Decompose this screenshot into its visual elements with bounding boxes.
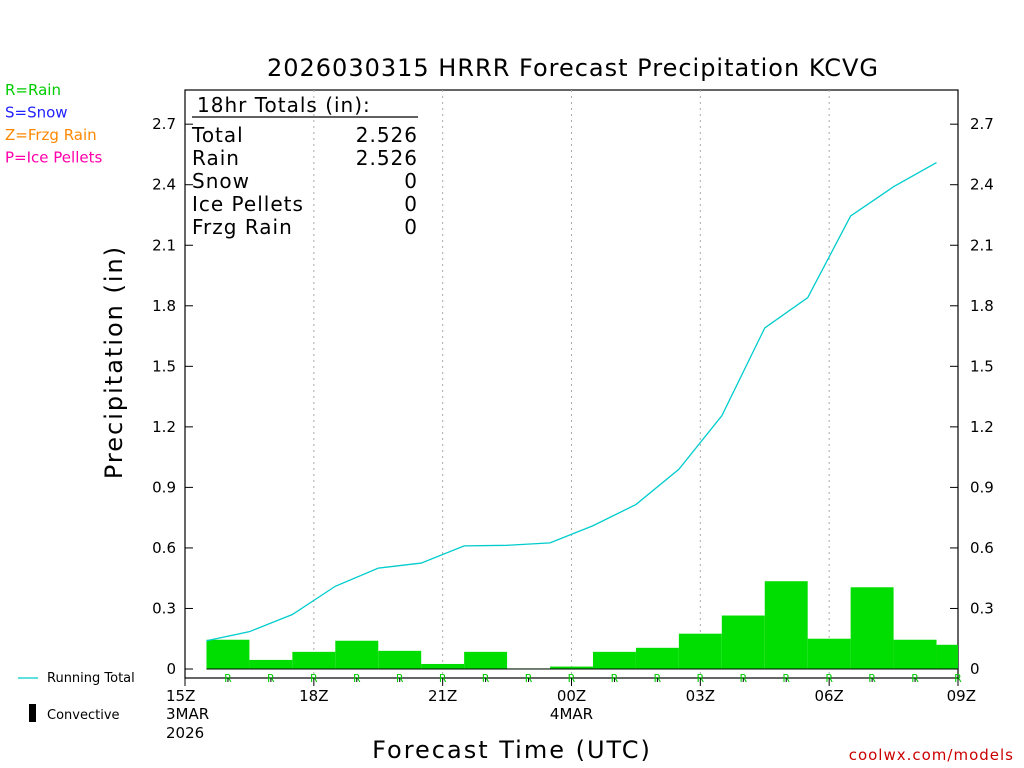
precip-bar [850, 587, 894, 669]
precip-bar [550, 666, 593, 669]
y-tick-label-left: 0.3 [152, 599, 176, 617]
y-axis-label: Precipitation (in) [100, 245, 128, 479]
totals-rows: Total 2.526 Rain 2.526 Snow 0 Ice Pellets 0 Frzg… [191, 123, 418, 239]
x-tick-label: 18Z [299, 687, 328, 705]
precip-bar [893, 639, 937, 669]
y-tick-label-right: 1.8 [970, 297, 994, 315]
ptype-legend-item: Z=Frzg Rain [5, 126, 97, 144]
y-tick-label-right: 2.1 [970, 236, 994, 254]
precip-bar [721, 615, 765, 669]
y-tick-label-left: 2.4 [152, 176, 176, 194]
precip-bar [421, 663, 465, 669]
chart-title: 2026030315 HRRR Forecast Precipitation K… [267, 54, 879, 82]
y-tick-label-left: 0.9 [152, 478, 176, 496]
precip-bar [335, 640, 379, 669]
convective-legend-swatch [29, 704, 36, 722]
totals-row-label: Rain [192, 146, 240, 170]
x-tick-label: 00Z [557, 687, 586, 705]
totals-row-label: Frzg Rain [192, 215, 293, 239]
ptype-legend-item: S=Snow [5, 104, 68, 122]
x-tick-label: 21Z [428, 687, 457, 705]
y-tick-label-right: 1.2 [970, 418, 994, 436]
y-tick-label-right: 0 [970, 660, 980, 678]
totals-header: 18hr Totals (in): [197, 93, 371, 117]
y-tick-label-right: 1.5 [970, 357, 994, 375]
x-tick-date: 4MAR [550, 705, 593, 723]
running-total-legend-label: Running Total [47, 671, 135, 686]
y-tick-label-right: 2.7 [970, 115, 994, 133]
precip-bar [249, 659, 293, 669]
precip-bar [678, 633, 722, 669]
totals-row-label: Ice Pellets [192, 192, 304, 216]
x-tick-label: 09Z [947, 687, 976, 705]
x-tick-year: 2026 [166, 724, 204, 742]
precip-bar [635, 647, 679, 669]
y-tick-label-right: 0.3 [970, 599, 994, 617]
totals-row-label: Total [191, 123, 244, 147]
precip-bar [292, 651, 336, 669]
precip-bar [378, 650, 422, 669]
totals-row-label: Snow [192, 169, 250, 193]
y-axis-ticks: 0 00.3 0.30.6 0.60.9 0.91.2 1.21.5 1.51.8 1.82.… [152, 115, 994, 678]
y-tick-label-left: 0 [166, 660, 176, 678]
x-tick-label: 06Z [814, 687, 843, 705]
x-axis-label: Forecast Time (UTC) [372, 736, 652, 764]
y-tick-label-left: 0.6 [152, 539, 176, 557]
x-tick-label: 15Z [166, 687, 195, 705]
convective-legend-label: Convective [47, 708, 120, 723]
credit-text: coolwx.com/models [849, 746, 1014, 764]
y-tick-label-right: 0.9 [970, 478, 994, 496]
precip-bar [464, 651, 508, 669]
precip-bar [936, 644, 958, 669]
hourly-bars [206, 581, 958, 669]
y-tick-label-left: 2.1 [152, 236, 176, 254]
y-tick-label-left: 1.8 [152, 297, 176, 315]
running-total-line [206, 161, 937, 642]
totals-row-value: 2.526 [356, 123, 418, 147]
totals-row-value: 2.526 [356, 146, 418, 170]
ptype-legend: R=Rain S=Snow Z=Frzg Rain P=Ice Pellets [5, 81, 102, 167]
totals-row-value: 0 [404, 215, 418, 239]
x-tick-date: 3MAR [166, 705, 209, 723]
y-tick-label-left: 2.7 [152, 115, 176, 133]
y-tick-label-left: 1.5 [152, 357, 176, 375]
y-tick-label-left: 1.2 [152, 418, 176, 436]
y-tick-label-right: 2.4 [970, 176, 994, 194]
totals-row-value: 0 [404, 192, 418, 216]
totals-box: 18hr Totals (in): Total 2.526 Rain 2.526 Sno… [191, 93, 418, 239]
precip-bar [764, 581, 808, 669]
ptype-legend-item: R=Rain [5, 81, 61, 99]
precip-bar [807, 638, 851, 669]
x-tick-label: 03Z [686, 687, 715, 705]
ptype-legend-item: P=Ice Pellets [5, 149, 102, 167]
totals-row-value: 0 [404, 169, 418, 193]
grid-lines [313, 90, 830, 678]
y-tick-label-right: 0.6 [970, 539, 994, 557]
precip-bar [206, 639, 250, 669]
precip-bar [592, 651, 636, 669]
